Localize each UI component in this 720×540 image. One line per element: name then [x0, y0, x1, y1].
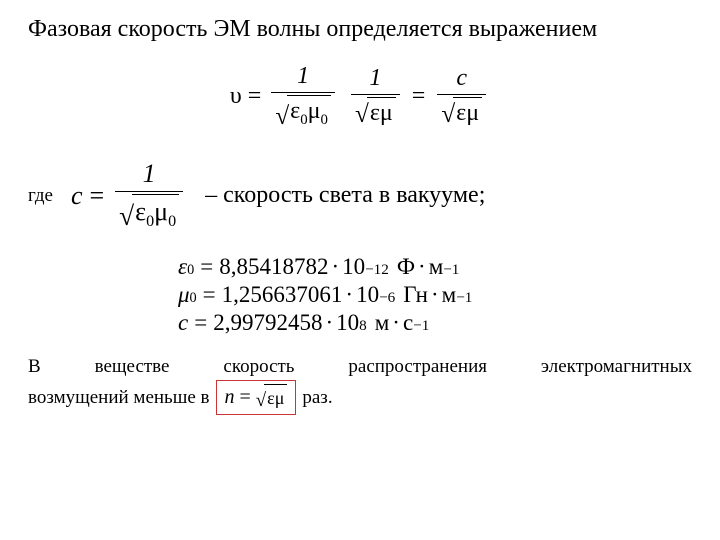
c-definition-label: – скорость света в вакууме; — [205, 182, 485, 209]
eps0-line: ε0 = 8,85418782·10−12 Ф·м−1 — [178, 254, 692, 280]
mu0-line: μ0 = 1,256637061·10−6 Гн·м−1 — [178, 282, 692, 308]
bottom-word-2: веществе — [95, 354, 170, 380]
bottom-word-4: распространения — [348, 354, 487, 380]
bottom-text-before-box: возмущений меньше в — [28, 385, 210, 411]
fraction-3: c √ εμ — [437, 65, 486, 129]
phase-velocity-equation: υ = 1 √ ε0μ0 1 √ εμ — [28, 63, 692, 131]
fraction-1: 1 √ ε0μ0 — [271, 63, 335, 131]
sqrt-epsmu-2: √ εμ — [441, 97, 482, 127]
denominator-1: √ ε0μ0 — [271, 92, 335, 131]
bottom-word-3: скорость — [223, 354, 294, 380]
sqrt-epsmu: √ εμ — [355, 97, 396, 127]
c-definition-row: где c = 1 √ ε0μ0 – скорость света в ваку… — [28, 159, 692, 233]
constants-block: ε0 = 8,85418782·10−12 Ф·м−1 μ0 = 1,25663… — [178, 254, 692, 336]
numerator-2: 1 — [365, 65, 385, 94]
bottom-text-after-box: раз. — [302, 385, 332, 411]
equals-sign-2: = — [412, 83, 426, 110]
equals-sign: = — [248, 83, 262, 110]
numerator-1: 1 — [293, 63, 313, 92]
bottom-word-1: В — [28, 354, 41, 380]
heading-text: Фазовая скорость ЭМ волны определяется в… — [28, 16, 692, 43]
refractive-index-box: n = √ εμ — [216, 380, 297, 415]
bottom-paragraph: В веществе скорость распространения элек… — [28, 354, 692, 415]
fraction-2: 1 √ εμ — [351, 65, 400, 129]
symbol-c: c — [456, 65, 467, 91]
where-label: где — [28, 185, 53, 207]
c-line: c = 2,99792458·108 м·с−1 — [178, 310, 692, 336]
bottom-word-5: электромагнитных — [541, 354, 692, 380]
sqrt-eps0mu0: √ ε0μ0 — [275, 95, 331, 129]
denominator-2: √ εμ — [351, 94, 400, 129]
c-definition-formula: c = 1 √ ε0μ0 — [71, 159, 187, 233]
symbol-upsilon: υ — [230, 83, 242, 110]
